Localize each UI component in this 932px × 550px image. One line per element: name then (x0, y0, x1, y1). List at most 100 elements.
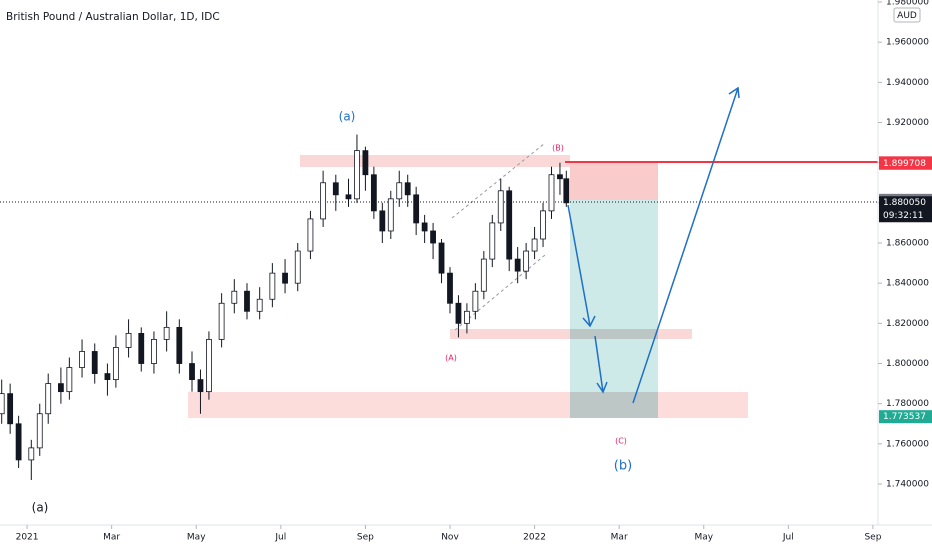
x-tick-label: Sep (864, 533, 881, 543)
countdown: 09:32:11 (883, 211, 923, 221)
currency: AUD (897, 11, 917, 21)
y-tick-label: 1.920000 (886, 118, 929, 128)
wave-label: (a) (32, 501, 49, 515)
x-tick-label: Jul (782, 533, 794, 543)
price-label: 1.773537 (883, 412, 926, 422)
price-label: 1.880050 (883, 198, 926, 208)
candle-body (0, 393, 5, 415)
candle-body (531, 238, 538, 252)
candle-body (294, 250, 301, 284)
y-tick-label: 1.940000 (886, 78, 929, 88)
channel-line (454, 254, 546, 331)
candle-body (15, 423, 22, 461)
chart-title: British Pound / Australian Dollar, 1D, I… (6, 11, 220, 23)
candles (0, 134, 570, 481)
price-label: 1.899708 (883, 159, 926, 169)
x-tick-label: May (694, 533, 713, 543)
x-tick-label: Mar (611, 533, 628, 543)
arrow-head (582, 315, 596, 328)
candle-body (506, 190, 513, 260)
candle-body (523, 250, 530, 272)
drawings (0, 86, 878, 418)
wave-label: (a) (339, 110, 356, 124)
candle-body (514, 258, 521, 272)
candle-body (7, 393, 14, 425)
candle-body (307, 218, 314, 252)
y-tick-label: 1.760000 (886, 439, 929, 449)
candle-body (79, 351, 85, 368)
target-zone (570, 200, 658, 418)
candle-body (320, 182, 327, 220)
y-tick-label: 1.960000 (886, 38, 929, 48)
candle-body (548, 174, 555, 212)
candle-body (345, 194, 352, 200)
candle-body (125, 332, 132, 348)
candle-body (472, 290, 479, 312)
stop-zone (570, 162, 658, 200)
arrow-head (728, 86, 740, 99)
arrow (594, 335, 604, 393)
candle-body (269, 272, 276, 300)
candle-body (379, 210, 386, 232)
y-tick-label: 1.980000 (886, 0, 929, 8)
candle-body (176, 326, 183, 364)
candle-body (497, 190, 504, 224)
x-tick-label: Sep (357, 533, 374, 543)
candle-body (438, 242, 445, 274)
candle-body (163, 326, 170, 340)
candle-body (387, 198, 394, 232)
x-tick-label: Nov (441, 533, 459, 543)
candle-body (104, 373, 111, 380)
candle-body (480, 258, 487, 292)
resistance-zone (300, 155, 570, 167)
currency-box (893, 7, 921, 23)
price-label-bg (879, 410, 932, 424)
candle-body (455, 302, 462, 324)
candle-body (91, 351, 98, 374)
wave-label: (C) (615, 437, 627, 446)
candle-body (189, 363, 195, 380)
candle-body (413, 194, 420, 224)
candle-body (489, 222, 496, 260)
candle-body (421, 222, 428, 232)
candle-body (282, 272, 288, 284)
candle-body (244, 290, 250, 312)
x-tick-label: May (187, 533, 206, 543)
y-tick-label: 1.780000 (886, 399, 929, 409)
candle-body (430, 230, 436, 244)
candle-body (362, 150, 369, 176)
arrow-head (596, 381, 608, 394)
x-tick-label: Jul (274, 533, 286, 543)
y-tick-label: 1.840000 (886, 279, 929, 289)
candle-body (151, 339, 157, 364)
candle-body (218, 302, 225, 340)
candle-body (66, 367, 73, 393)
overlap (570, 329, 658, 339)
candle-body (557, 174, 563, 180)
candle-body (464, 310, 470, 324)
y-tick-label: 1.740000 (886, 480, 929, 490)
arrow (632, 87, 739, 404)
candle-body (447, 272, 453, 304)
y-tick-label: 1.820000 (886, 319, 929, 329)
candle-body (138, 332, 145, 364)
demand-zone (188, 392, 748, 418)
wave-label: (b) (614, 459, 632, 474)
x-tick-label: Mar (103, 533, 120, 543)
overlap (570, 392, 658, 418)
arrow (567, 204, 591, 327)
candle-body (231, 290, 238, 304)
wave-label: (A) (445, 354, 457, 363)
candle-body (563, 178, 570, 204)
x-tick-label: 2021 (16, 533, 39, 543)
x-tick-label: 2022 (523, 533, 546, 543)
candle-body (112, 347, 119, 380)
candle-body (404, 182, 411, 196)
candle-body (354, 150, 360, 200)
candle-body (256, 298, 263, 312)
candle-body (36, 413, 43, 449)
candle-body (206, 339, 212, 393)
channel-line (451, 142, 546, 219)
candle-body (45, 383, 52, 415)
